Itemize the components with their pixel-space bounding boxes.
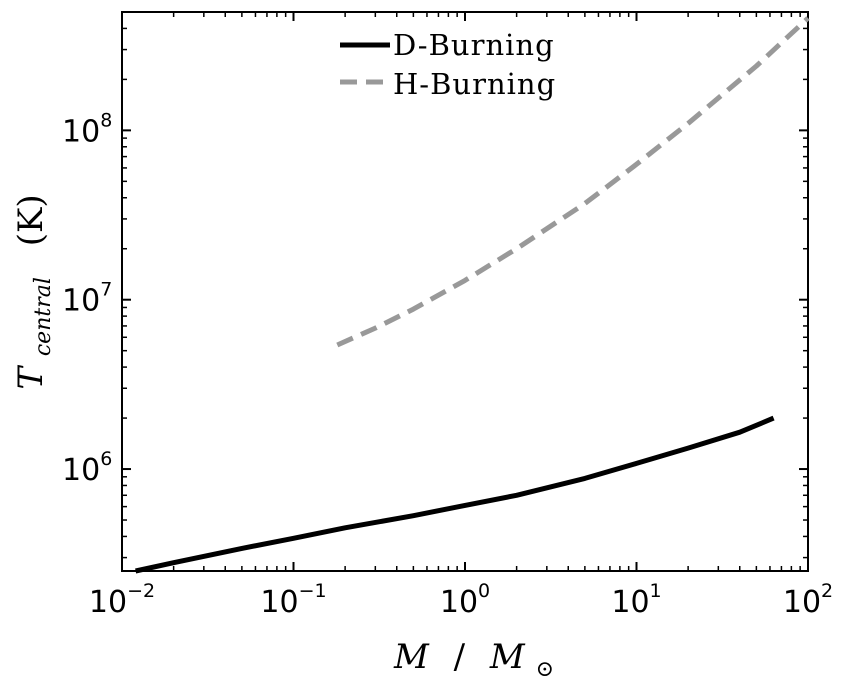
x-tick-exponent: 2 <box>821 580 833 602</box>
y-axis-label-central: central <box>31 277 56 356</box>
x-axis-label: M / M ⊙ <box>393 637 554 681</box>
x-tick-label: 10−2 <box>89 580 155 620</box>
y-tick-exponent: 7 <box>100 279 112 301</box>
x-axis-label-msun: M <box>489 637 526 677</box>
y-axis-label-unit: (K) <box>11 194 51 246</box>
y-tick-base: 10 <box>62 284 100 319</box>
x-tick-label: 101 <box>611 580 661 620</box>
x-tick-label: 102 <box>783 580 833 620</box>
x-tick-base: 10 <box>440 585 478 620</box>
legend-label-d-burning: D-Burning <box>393 28 555 62</box>
x-axis-ticks: 10−2 10−1 100 101 102 <box>89 12 833 620</box>
x-tick-exponent: 0 <box>478 580 490 602</box>
y-tick-label: 108 <box>62 109 112 149</box>
x-tick-label: 100 <box>440 580 490 620</box>
x-axis-label-sep: / <box>454 637 466 677</box>
x-tick-base: 10 <box>611 585 649 620</box>
y-axis-label: T central (K) <box>11 194 59 389</box>
legend-label-h-burning: H-Burning <box>393 67 556 101</box>
x-tick-base: 10 <box>783 585 821 620</box>
series-line-h-burning <box>336 16 810 348</box>
x-axis-label-m: M <box>393 637 430 677</box>
series-line-d-burning <box>135 415 775 574</box>
legend: D-Burning H-Burning <box>340 28 556 101</box>
x-tick-base: 10 <box>260 585 298 620</box>
y-tick-base: 10 <box>62 114 100 149</box>
series-layer <box>135 16 810 574</box>
y-tick-label: 106 <box>62 448 112 488</box>
x-axis-label-sun-symbol: ⊙ <box>536 657 554 681</box>
y-tick-exponent: 8 <box>100 109 112 131</box>
plot-area <box>121 11 809 572</box>
x-tick-label: 10−1 <box>260 580 326 620</box>
y-axis-label-t: T <box>11 365 51 390</box>
x-tick-exponent: −1 <box>299 580 327 602</box>
y-tick-label: 107 <box>62 279 112 319</box>
x-tick-exponent: 1 <box>650 580 662 602</box>
x-tick-base: 10 <box>89 585 127 620</box>
y-tick-base: 10 <box>62 453 100 488</box>
x-tick-exponent: −2 <box>127 580 155 602</box>
y-tick-exponent: 6 <box>100 448 112 470</box>
